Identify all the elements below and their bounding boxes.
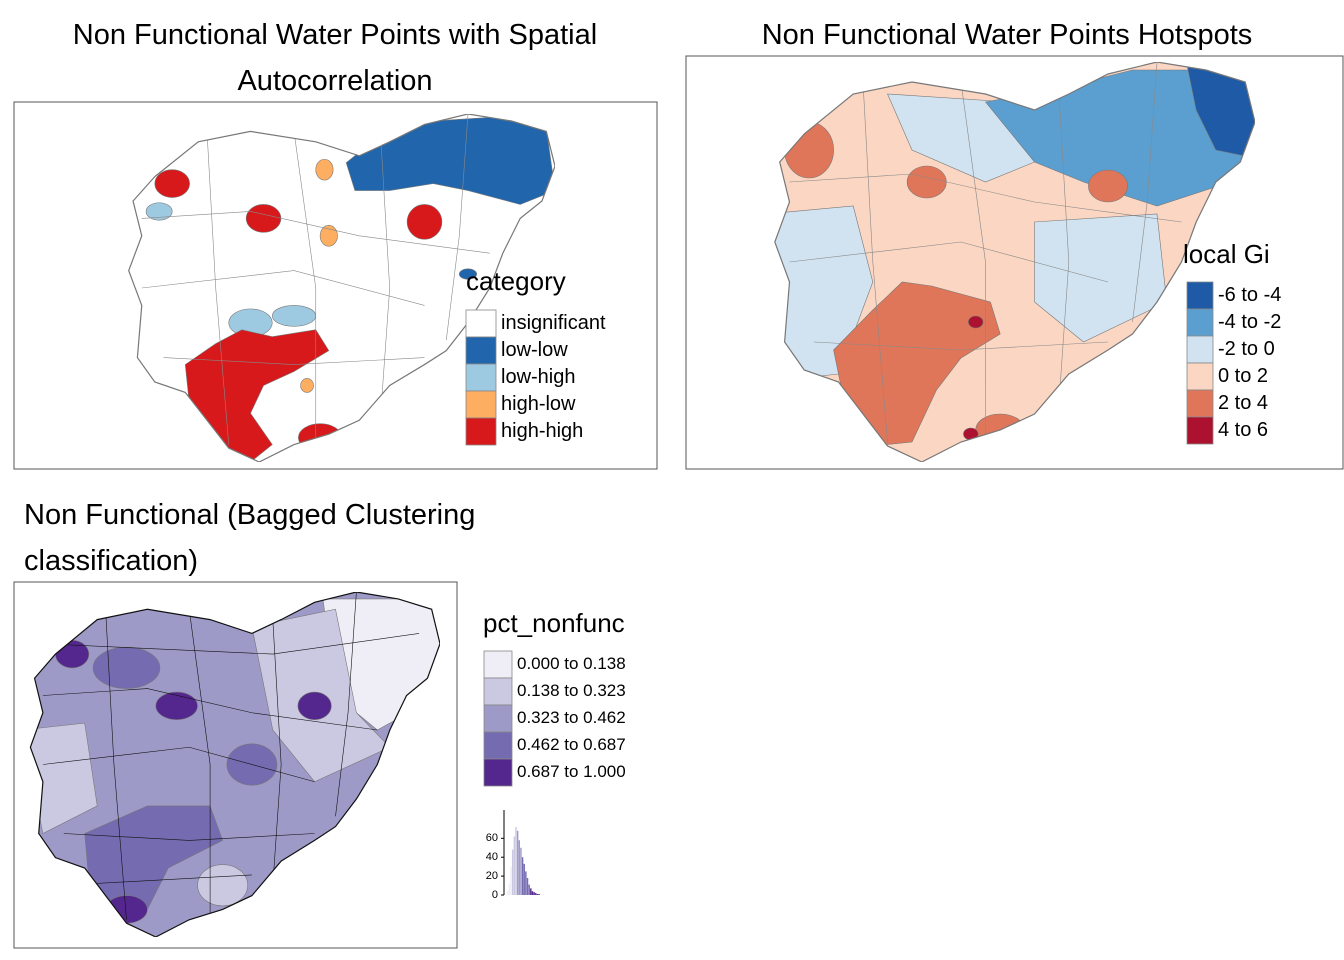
map-frame: [13, 101, 658, 470]
map-title: Non Functional (Bagged Clustering classi…: [24, 499, 476, 577]
region: [407, 204, 442, 239]
legend-label: insignificant: [501, 312, 606, 334]
legend-label: 0.323 to 0.462: [517, 708, 626, 727]
legend-label: low-high: [501, 366, 575, 388]
y-tick-label: 20: [486, 870, 498, 882]
histogram-bar: [510, 866, 512, 895]
histogram-bar: [538, 894, 540, 895]
legend-title: pct_nonfunc: [483, 608, 625, 638]
legend-label: -6 to -4: [1218, 284, 1281, 306]
histogram-bar: [526, 878, 529, 895]
legend-swatch: [465, 336, 497, 365]
legend-swatch: [1186, 362, 1214, 391]
region: [298, 692, 331, 720]
legend-swatch: [483, 731, 513, 760]
histogram-bar: [518, 840, 520, 895]
region: [320, 225, 337, 246]
map-frame: [685, 55, 1344, 470]
map-title: Non Functional Water Points Hotspots: [761, 19, 1253, 51]
legend-label: 0 to 2: [1218, 365, 1268, 387]
legend-label: 0.000 to 0.138: [517, 654, 626, 673]
legend-swatch: [1186, 281, 1214, 310]
histogram-bar: [523, 863, 525, 895]
legend-swatch: [1186, 335, 1214, 364]
region: [459, 269, 476, 279]
histogram-bar: [533, 892, 535, 895]
legend-swatch: [483, 677, 513, 706]
legend-label: -2 to 0: [1218, 338, 1275, 360]
histogram-bar: [511, 849, 514, 895]
histogram-bar: [515, 827, 517, 895]
histogram-bar: [516, 830, 519, 895]
region: [968, 316, 983, 328]
histogram-bar: [520, 847, 522, 895]
histogram-bar: [525, 871, 527, 895]
boundaries: [790, 62, 1182, 442]
legend-swatch: [483, 758, 513, 787]
legend-swatch: [465, 363, 497, 392]
region: [963, 428, 978, 440]
histogram-bar: [513, 836, 516, 895]
region: [272, 305, 316, 326]
legend-label: 0.462 to 0.687: [517, 735, 626, 754]
legend-label: low-low: [501, 339, 568, 361]
map: [22, 592, 440, 937]
region: [287, 446, 300, 456]
y-tick-label: 40: [486, 851, 498, 863]
legend-swatch: [465, 390, 497, 419]
region: [298, 424, 342, 452]
region: [907, 166, 946, 198]
boundaries: [43, 592, 419, 920]
legend-swatch: [1186, 416, 1214, 445]
y-tick-label: 60: [486, 832, 498, 844]
histogram-bar: [531, 891, 534, 895]
legend-label: high-low: [501, 393, 576, 415]
legend-label: 0.687 to 1.000: [517, 762, 626, 781]
legend-title: local Gi: [1183, 239, 1270, 269]
region: [55, 640, 88, 668]
region: [301, 378, 314, 392]
legend-swatch: [483, 650, 513, 679]
legend-swatch: [483, 704, 513, 733]
histogram-bar: [536, 894, 539, 895]
histogram-bar: [521, 857, 524, 895]
histogram-bar: [507, 891, 509, 895]
legend-label: 4 to 6: [1218, 419, 1268, 441]
region: [198, 865, 248, 906]
legend-swatch: [1186, 389, 1214, 418]
histogram-bar: [535, 893, 537, 895]
region: [246, 204, 281, 232]
histogram-bar: [530, 888, 532, 895]
map: [765, 62, 1255, 462]
y-tick-label: 0: [492, 889, 498, 901]
histogram-bar: [528, 884, 530, 895]
legend-title: category: [466, 266, 566, 296]
region: [146, 203, 172, 220]
region: [316, 159, 333, 180]
legend-label: high-high: [501, 420, 583, 442]
legend-label: -4 to -2: [1218, 311, 1281, 333]
map-title: Non Functional Water Points with Spatial…: [72, 19, 598, 97]
boundaries: [142, 114, 490, 445]
region: [1088, 170, 1127, 202]
legend-label: 2 to 4: [1218, 392, 1268, 414]
region: [93, 647, 160, 688]
legend-swatch: [1186, 308, 1214, 337]
legend-swatch: [465, 309, 497, 338]
map-frame: [13, 581, 458, 949]
histogram-bar: [508, 883, 511, 895]
region: [156, 692, 198, 720]
legend-label: 0.138 to 0.323: [517, 681, 626, 700]
region: [155, 170, 190, 198]
region: [1186, 62, 1255, 158]
legend-swatch: [465, 417, 497, 446]
